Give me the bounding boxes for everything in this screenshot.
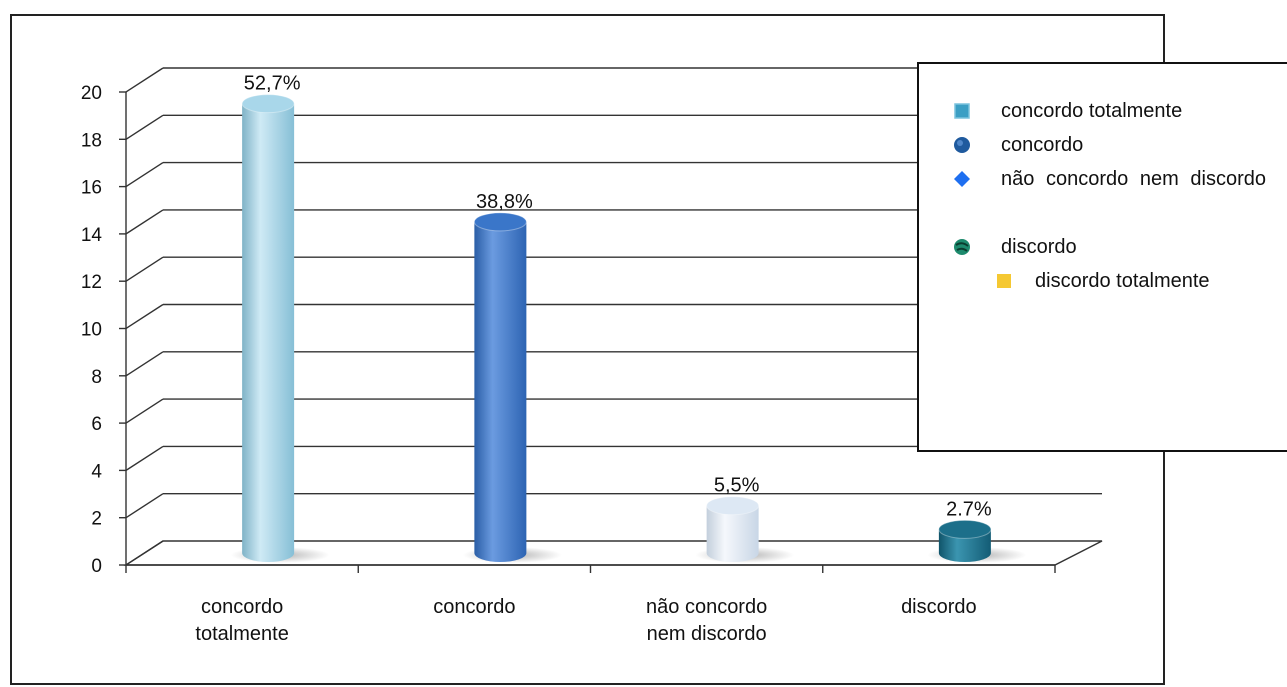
legend: concordo totalmente concordo não concord…: [917, 62, 1287, 452]
data-label: 5,5%: [714, 475, 760, 497]
data-label: 2.7%: [946, 498, 992, 520]
legend-label: concordo: [1001, 134, 1084, 156]
gridline-diagonal: [125, 67, 164, 93]
y-tick-label: 0: [91, 556, 102, 577]
data-label: 38,8%: [476, 191, 533, 213]
gridline-diagonal: [125, 256, 164, 282]
y-tick-label: 18: [81, 130, 102, 151]
legend-label: concordo totalmente: [1001, 100, 1183, 122]
y-tick-label: 2: [91, 509, 102, 530]
square-icon: [997, 274, 1011, 288]
y-tick-label: 6: [91, 414, 102, 435]
square-icon: [954, 103, 970, 119]
x-tick-label: nem discordo: [647, 623, 767, 645]
y-tick-label: 8: [91, 367, 102, 388]
bar-body: [242, 103, 295, 563]
gridline-diagonal: [125, 398, 164, 424]
gridline-diagonal: [125, 303, 164, 330]
y-tick-label: 16: [81, 178, 102, 199]
legend-label: discordo totalmente: [1035, 270, 1210, 292]
bar: [241, 94, 295, 563]
y-tick-label: 4: [91, 461, 102, 482]
legend-label: discordo: [1001, 236, 1077, 258]
gridline-diagonal: [125, 351, 164, 377]
bar: [706, 496, 760, 562]
gridline-diagonal: [125, 114, 164, 140]
bar: [938, 519, 992, 562]
gridline-diagonal: [125, 162, 164, 188]
bar-top: [706, 496, 760, 516]
circle-icon: [954, 137, 970, 153]
bar-top: [241, 94, 295, 114]
bar-top: [938, 519, 992, 539]
gridline-diagonal: [125, 445, 164, 471]
bar: [473, 212, 527, 562]
data-label: 52,7%: [244, 73, 301, 95]
diamond-icon: [954, 171, 970, 187]
bar-body: [474, 221, 527, 562]
gridline-diagonal: [125, 209, 164, 235]
y-tick-label: 14: [81, 225, 103, 246]
x-tick-label: totalmente: [195, 623, 288, 645]
x-tick-label: concordo: [433, 596, 515, 618]
y-tick-label: 10: [81, 320, 102, 341]
bar-top: [473, 212, 527, 232]
x-tick-label: não concordo: [646, 596, 767, 618]
gridline-diagonal: [125, 493, 164, 519]
bar-body: [706, 505, 759, 562]
globe-icon: [954, 239, 970, 255]
y-tick-label: 20: [81, 83, 102, 104]
legend-label: não concordo nem discordo: [1001, 168, 1266, 190]
bar-body: [938, 529, 991, 562]
x-tick-label: concordo: [201, 596, 283, 618]
x-tick-label: discordo: [901, 596, 977, 618]
y-tick-label: 12: [81, 272, 102, 293]
